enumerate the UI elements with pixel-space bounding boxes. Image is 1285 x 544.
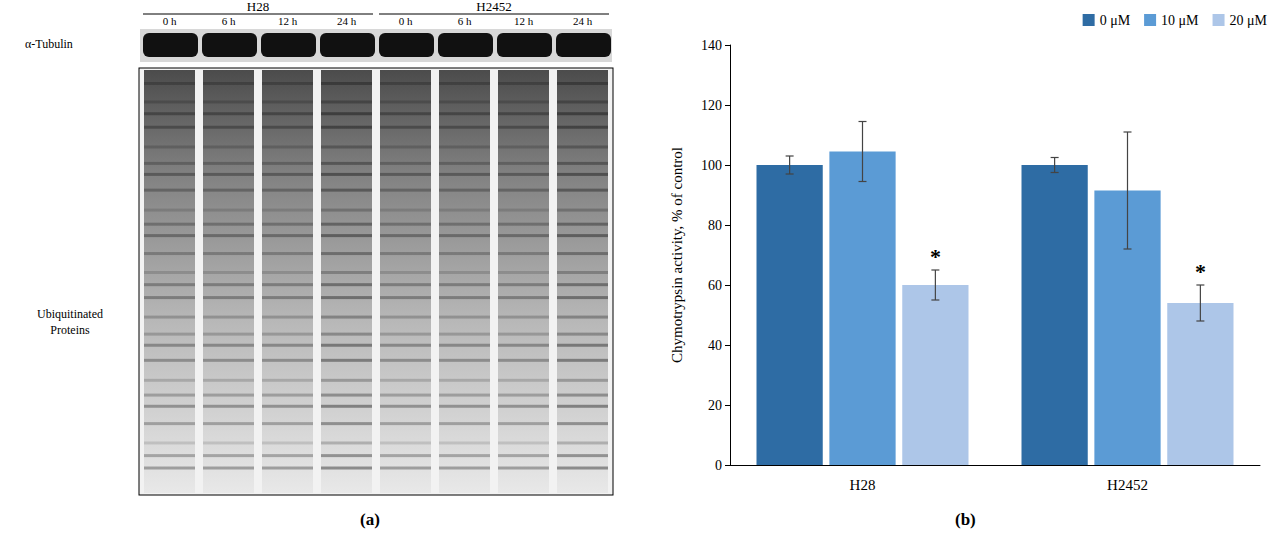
svg-text:60: 60 bbox=[708, 278, 722, 293]
svg-text:140: 140 bbox=[701, 38, 722, 53]
svg-text:Ubiquitinated: Ubiquitinated bbox=[37, 307, 103, 321]
svg-text:*: * bbox=[1195, 259, 1206, 284]
svg-text:12 h: 12 h bbox=[514, 15, 534, 27]
svg-text:H2452: H2452 bbox=[476, 0, 511, 14]
svg-text:80: 80 bbox=[708, 218, 722, 233]
svg-text:Chymotrypsin activity, % of co: Chymotrypsin activity, % of control bbox=[669, 147, 685, 363]
svg-text:12 h: 12 h bbox=[278, 15, 298, 27]
svg-text:0 h: 0 h bbox=[399, 15, 413, 27]
svg-text:10 μM: 10 μM bbox=[1161, 13, 1199, 28]
svg-text:H28: H28 bbox=[850, 477, 876, 493]
svg-text:Proteins: Proteins bbox=[50, 323, 90, 337]
svg-text:24 h: 24 h bbox=[337, 15, 357, 27]
svg-text:H2452: H2452 bbox=[1107, 477, 1148, 493]
html-text:(b): (b) bbox=[955, 510, 976, 529]
svg-text:α-Tubulin: α-Tubulin bbox=[25, 37, 73, 51]
svg-text:0 μM: 0 μM bbox=[1100, 13, 1131, 28]
svg-text:0: 0 bbox=[715, 458, 722, 473]
svg-text:24 h: 24 h bbox=[573, 15, 593, 27]
svg-text:20 μM: 20 μM bbox=[1230, 13, 1268, 28]
html-text:(a): (a) bbox=[360, 510, 380, 529]
svg-text:6 h: 6 h bbox=[222, 15, 236, 27]
svg-text:20: 20 bbox=[708, 398, 722, 413]
svg-text:H28: H28 bbox=[247, 0, 269, 14]
svg-text:40: 40 bbox=[708, 338, 722, 353]
svg-text:0 h: 0 h bbox=[163, 15, 177, 27]
svg-text:*: * bbox=[930, 244, 941, 269]
svg-text:100: 100 bbox=[701, 158, 722, 173]
svg-text:120: 120 bbox=[701, 98, 722, 113]
svg-text:6 h: 6 h bbox=[458, 15, 472, 27]
